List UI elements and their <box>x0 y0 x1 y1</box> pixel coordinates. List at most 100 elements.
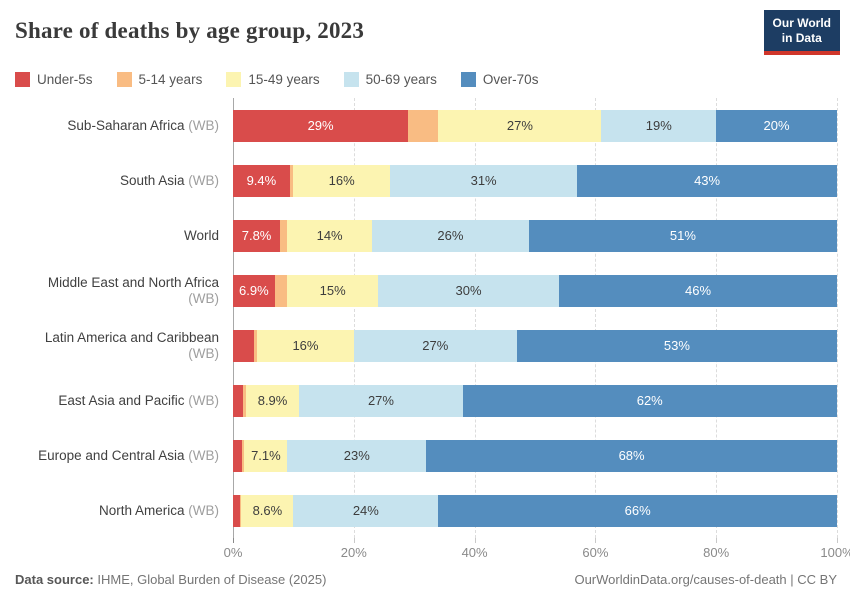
bar-segment-over-70s[interactable]: 46% <box>559 274 837 307</box>
bar-segment-under-5s[interactable]: 7.8% <box>233 219 281 252</box>
axis-tick-label: 0% <box>223 545 243 560</box>
bar-segment-50-69-years[interactable]: 23% <box>287 439 427 472</box>
value-label: 24% <box>352 503 379 518</box>
category-label[interactable]: World <box>15 228 233 244</box>
footer: Data source: IHME, Global Burden of Dise… <box>15 572 837 587</box>
bar-segment-50-69-years[interactable]: 27% <box>353 329 517 362</box>
bar-segment-5-14-years[interactable] <box>408 109 439 142</box>
category-label[interactable]: Europe and Central Asia (WB) <box>15 448 233 464</box>
legend-item-5-14-years[interactable]: 5-14 years <box>116 72 202 87</box>
bar-segment-15-49-years[interactable]: 27% <box>438 109 602 142</box>
bar-segment-50-69-years[interactable]: 24% <box>293 494 439 527</box>
category-label[interactable]: Latin America and Caribbean (WB) <box>15 330 233 361</box>
legend-item-under-5s[interactable]: Under-5s <box>15 72 93 87</box>
value-label: 26% <box>437 228 464 243</box>
category-suffix: (WB) <box>184 392 219 408</box>
bar-segment-under-5s[interactable]: 6.9% <box>233 274 275 307</box>
bar-segment-15-49-years[interactable]: 8.9% <box>245 384 300 417</box>
owid-url-link[interactable]: OurWorldinData.org/causes-of-death <box>574 572 787 587</box>
legend-swatch-icon <box>226 72 242 87</box>
value-label: 43% <box>694 173 721 188</box>
value-label: 31% <box>470 173 497 188</box>
value-label: 27% <box>422 338 449 353</box>
bar-segment-over-70s[interactable]: 43% <box>577 164 837 197</box>
category-name: World <box>183 227 219 243</box>
bar-track: 7.8% 14% 26% 51% <box>233 219 837 252</box>
category-name: East Asia and Pacific <box>58 392 185 408</box>
bar-segment-under-5s[interactable]: 29% <box>233 109 409 142</box>
axis-tick-label: 100% <box>820 545 850 560</box>
gridline <box>837 98 838 538</box>
header: Share of deaths by age group, 2023 Our W… <box>0 0 850 55</box>
bar-segment-15-49-years[interactable]: 14% <box>287 219 372 252</box>
x-axis: 0% 20% 40% 60% 80% 100% <box>224 538 850 562</box>
category-label[interactable]: South Asia (WB) <box>15 173 233 189</box>
axis-tick <box>595 538 597 543</box>
bar-segment-over-70s[interactable]: 20% <box>716 109 837 142</box>
bar-segment-under-5s[interactable] <box>233 329 254 362</box>
legend-item-15-49-years[interactable]: 15-49 years <box>226 72 320 87</box>
category-suffix: (WB) <box>184 447 219 463</box>
bar-segment-under-5s[interactable] <box>233 384 243 417</box>
bar-segment-5-14-years[interactable] <box>289 164 294 197</box>
category-label[interactable]: East Asia and Pacific (WB) <box>15 393 233 409</box>
value-label: 68% <box>618 448 645 463</box>
axis-tick-label: 80% <box>703 545 730 560</box>
value-label: 16% <box>328 173 355 188</box>
value-label: 20% <box>763 118 790 133</box>
bar-segment-over-70s[interactable]: 51% <box>528 219 837 252</box>
gridline <box>474 98 476 538</box>
category-name: Sub-Saharan Africa <box>67 117 185 133</box>
bar-row-sub-saharan-africa: Sub-Saharan Africa (WB) 29% 27% 19% 20% <box>15 98 837 153</box>
legend-item-50-69-years[interactable]: 50-69 years <box>343 72 437 87</box>
bar-track: 8.9% 27% 62% <box>233 384 837 417</box>
owid-logo-line2: in Data <box>781 31 822 45</box>
value-label: 27% <box>506 118 533 133</box>
plot-area: Sub-Saharan Africa (WB) 29% 27% 19% 20% South… <box>15 98 838 538</box>
data-source-note: Data source: IHME, Global Burden of Dise… <box>15 572 326 587</box>
legend-label: 50-69 years <box>365 72 437 87</box>
bar-segment-15-49-years[interactable]: 8.6% <box>241 494 294 527</box>
value-label: 23% <box>343 448 370 463</box>
license-label: CC BY <box>797 572 837 587</box>
owid-logo[interactable]: Our World in Data <box>763 10 840 55</box>
bar-segment-over-70s[interactable]: 62% <box>462 384 837 417</box>
bar-segment-over-70s[interactable]: 53% <box>516 329 837 362</box>
bar-segment-5-14-years[interactable] <box>280 219 288 252</box>
bar-segment-5-14-years[interactable] <box>242 439 245 472</box>
value-label: 16% <box>292 338 319 353</box>
bar-segment-5-14-years[interactable] <box>274 274 288 307</box>
value-label: 7.1% <box>251 448 281 463</box>
bar-segment-15-49-years[interactable]: 7.1% <box>244 439 288 472</box>
gridline <box>595 98 597 538</box>
bar-segment-15-49-years[interactable]: 16% <box>293 164 390 197</box>
bar-segment-50-69-years[interactable]: 19% <box>601 109 717 142</box>
bar-segment-15-49-years[interactable]: 15% <box>287 274 378 307</box>
category-name: Latin America and Caribbean <box>44 329 219 345</box>
bar-segment-50-69-years[interactable]: 27% <box>299 384 463 417</box>
legend-label: Over-70s <box>482 72 539 87</box>
bar-row-europe-and-central-asia: Europe and Central Asia (WB) 7.1% 23% 68% <box>15 428 837 483</box>
bar-segment-over-70s[interactable]: 66% <box>438 494 837 527</box>
bar-segment-under-5s[interactable] <box>233 439 243 472</box>
bar-segment-under-5s[interactable] <box>233 494 240 527</box>
bar-track: 29% 27% 19% 20% <box>233 109 837 142</box>
bar-segment-5-14-years[interactable] <box>242 384 246 417</box>
axis-tick <box>716 538 718 543</box>
bar-row-north-america: North America (WB) 8.6% 24% 66% <box>15 483 837 538</box>
bar-segment-50-69-years[interactable]: 30% <box>377 274 560 307</box>
bar-segment-50-69-years[interactable]: 26% <box>371 219 529 252</box>
bar-segment-15-49-years[interactable]: 16% <box>257 329 354 362</box>
bar-segment-5-14-years[interactable] <box>253 329 258 362</box>
category-label[interactable]: Middle East and North Africa (WB) <box>15 275 233 306</box>
bar-segment-5-14-years[interactable] <box>239 494 242 527</box>
bar-segment-under-5s[interactable]: 9.4% <box>233 164 290 197</box>
bar-segment-over-70s[interactable]: 68% <box>426 439 837 472</box>
category-label[interactable]: Sub-Saharan Africa (WB) <box>15 118 233 134</box>
legend-item-over-70s[interactable]: Over-70s <box>460 72 539 87</box>
category-suffix: (WB) <box>184 117 219 133</box>
bar-segment-50-69-years[interactable]: 31% <box>390 164 578 197</box>
category-name: Europe and Central Asia <box>38 447 185 463</box>
category-label[interactable]: North America (WB) <box>15 503 233 519</box>
